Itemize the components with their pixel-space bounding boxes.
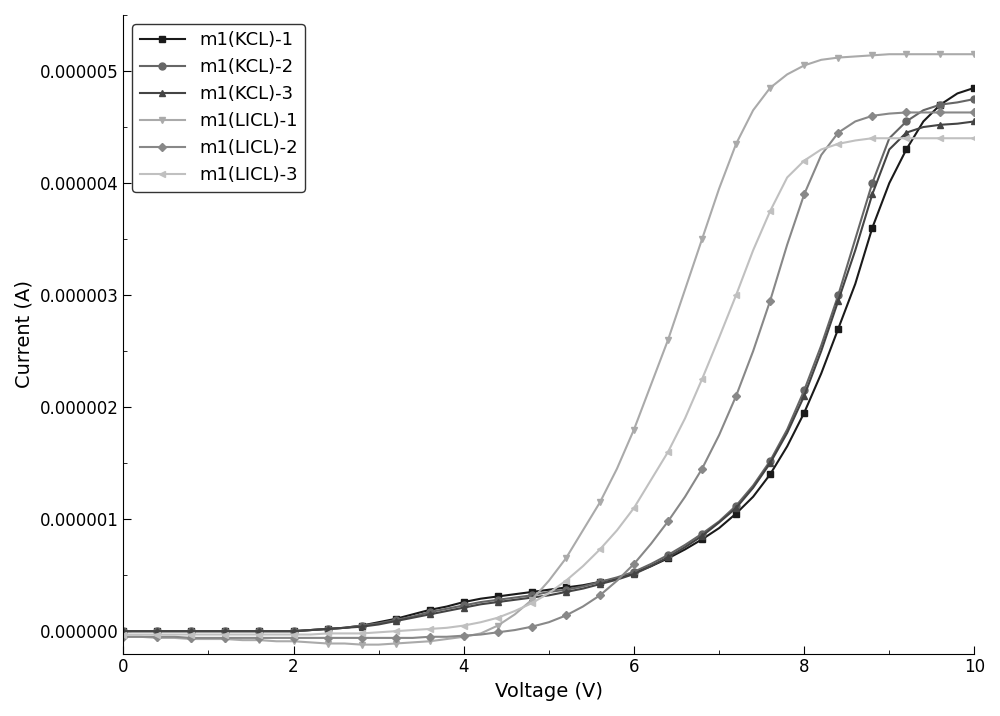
m1(KCL)-1 [390,614,402,623]
Line: m1(KCL)-2: m1(KCL)-2 [120,95,978,634]
m1(LICL)-3 [305,630,317,639]
m1(LICL)-1 [696,235,708,243]
m1(LICL)-1 [356,640,368,649]
m1(KCL)-3 [390,616,402,625]
m1(LICL)-2 [900,108,912,117]
m1(KCL)-3 [730,503,742,512]
m1(KCL)-2 [305,626,317,634]
m1(KCL)-1 [951,89,963,97]
m1(KCL)-1 [730,509,742,518]
Line: m1(LICL)-2: m1(LICL)-2 [121,110,977,641]
m1(KCL)-2 [390,616,402,624]
m1(KCL)-3 [305,626,317,634]
m1(KCL)-3 [951,120,963,128]
m1(LICL)-1 [390,639,402,648]
m1(LICL)-2 [390,634,402,642]
m1(LICL)-2 [968,108,980,117]
m1(LICL)-1 [117,632,129,641]
m1(LICL)-3 [679,414,691,422]
m1(LICL)-3 [373,628,385,637]
m1(LICL)-2 [407,634,419,642]
m1(KCL)-1 [117,627,129,636]
m1(KCL)-3 [679,543,691,551]
m1(LICL)-2 [747,347,759,355]
m1(LICL)-3 [390,627,402,636]
X-axis label: Voltage (V): Voltage (V) [495,682,603,701]
m1(KCL)-2 [373,619,385,628]
Y-axis label: Current (A): Current (A) [15,280,34,388]
m1(KCL)-2 [730,501,742,510]
Line: m1(LICL)-1: m1(LICL)-1 [120,51,978,648]
m1(KCL)-1 [305,626,317,634]
m1(LICL)-1 [951,50,963,59]
m1(LICL)-2 [185,634,197,642]
m1(LICL)-3 [730,291,742,299]
m1(KCL)-3 [373,620,385,629]
Line: m1(KCL)-3: m1(KCL)-3 [120,118,978,634]
m1(LICL)-1 [407,638,419,647]
m1(LICL)-3 [117,630,129,639]
m1(LICL)-1 [883,50,895,59]
m1(LICL)-3 [866,134,878,142]
m1(KCL)-3 [968,117,980,126]
m1(LICL)-2 [322,634,334,642]
m1(LICL)-2 [117,632,129,641]
Line: m1(LICL)-3: m1(LICL)-3 [120,135,978,638]
m1(LICL)-2 [951,108,963,117]
m1(LICL)-1 [305,638,317,647]
m1(LICL)-3 [951,134,963,142]
m1(LICL)-3 [968,134,980,142]
m1(LICL)-1 [968,50,980,59]
Legend: m1(KCL)-1, m1(KCL)-2, m1(KCL)-3, m1(LICL)-1, m1(LICL)-2, m1(LICL)-3: m1(KCL)-1, m1(KCL)-2, m1(KCL)-3, m1(LICL… [132,24,305,192]
m1(KCL)-1 [373,618,385,626]
m1(KCL)-2 [679,541,691,549]
m1(KCL)-1 [968,84,980,92]
m1(LICL)-1 [747,106,759,115]
m1(LICL)-2 [696,465,708,473]
m1(KCL)-2 [968,95,980,103]
m1(KCL)-1 [679,545,691,553]
m1(KCL)-2 [117,627,129,636]
Line: m1(KCL)-1: m1(KCL)-1 [120,84,978,634]
m1(KCL)-2 [951,98,963,107]
m1(KCL)-3 [117,627,129,636]
